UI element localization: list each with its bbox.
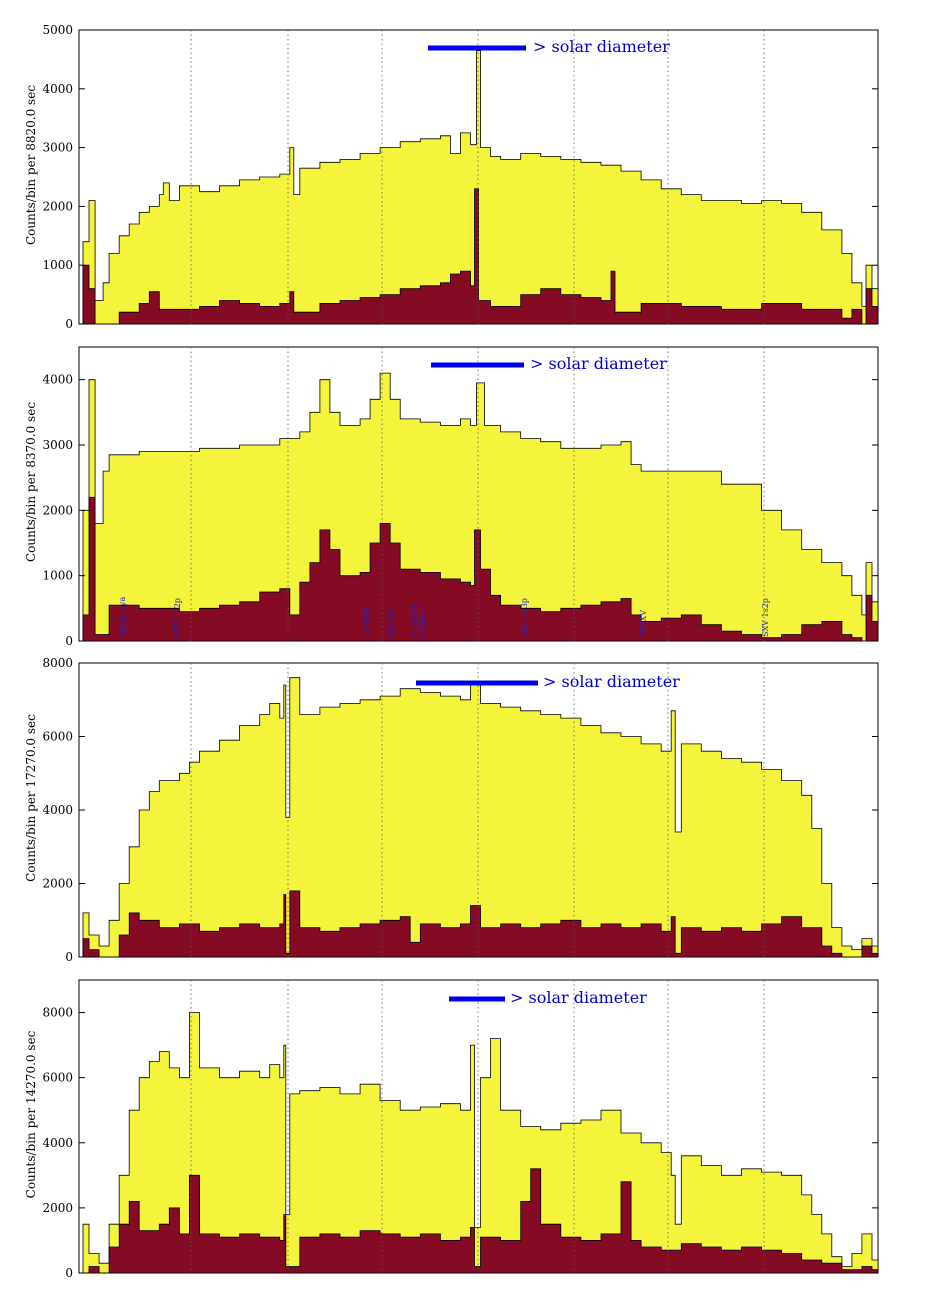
- total-spectrum-area: [79, 1012, 879, 1274]
- y-axis-label: Counts/bin per 14270.0 sec: [24, 1030, 38, 1198]
- spectral-line-label: ArXVII: [386, 610, 395, 638]
- component-spectrum-area: [79, 890, 879, 958]
- spectral-line-label: SXV 1s3p: [520, 598, 529, 637]
- chart-panel-3: 0 2000 4000 6000 8000 Counts/bin per 17270.0 …: [24, 656, 879, 964]
- y-tick-label: 0: [65, 317, 73, 331]
- y-tick-label: 2000: [42, 503, 73, 517]
- y-tick-label: 0: [65, 1266, 73, 1280]
- y-tick-label: 8000: [42, 656, 73, 670]
- spectral-line-label: ArXVIII: [363, 606, 372, 638]
- y-tick-label: 4000: [42, 82, 73, 96]
- y-tick-label: 1000: [42, 569, 73, 583]
- y-axis-label: Counts/bin per 17270.0 sec: [24, 714, 38, 882]
- chart-panel-2: 0 1000 2000 3000 4000 Counts/bin per 8370.0 s…: [24, 346, 879, 648]
- y-tick-label: 3000: [42, 141, 73, 155]
- solar-diameter-label: > solar diameter: [543, 672, 680, 691]
- y-tick-label: 0: [65, 634, 73, 648]
- y-tick-label: 4000: [42, 373, 73, 387]
- total-spectrum-area: [79, 50, 879, 325]
- y-tick-label: 2000: [42, 1201, 73, 1215]
- spectral-line-label: SXV 1s2p: [173, 598, 182, 637]
- y-tick-label: 2000: [42, 199, 73, 213]
- component-spectrum-area: [79, 188, 879, 325]
- y-tick-label: 1000: [42, 258, 73, 272]
- y-tick-label: 8000: [42, 1006, 73, 1020]
- total-spectrum-area: [79, 677, 879, 958]
- component-spectrum-area: [79, 496, 879, 642]
- y-axis-label: Counts/bin per 8820.0 sec: [24, 85, 38, 245]
- y-tick-label: 3000: [42, 438, 73, 452]
- solar-diameter-label: > solar diameter: [530, 354, 667, 373]
- spectral-line-label: SXV 1s2p: [761, 598, 770, 637]
- y-tick-label: 0: [65, 950, 73, 964]
- chart-panel-4: 0 2000 4000 6000 8000 Counts/bin per 14270.0 …: [24, 979, 879, 1280]
- spectral-line-label: SiXIII Lya: [118, 597, 127, 637]
- y-tick-label: 4000: [42, 1136, 73, 1150]
- solar-diameter-label: > solar diameter: [533, 37, 670, 56]
- component-spectrum-area: [79, 1168, 879, 1274]
- y-tick-label: 6000: [42, 1071, 73, 1085]
- y-tick-label: 2000: [42, 877, 73, 891]
- solar-diameter-label: > solar diameter: [510, 988, 647, 1007]
- spectral-line-label: CaXVIII: [411, 605, 420, 637]
- y-tick-label: 6000: [42, 730, 73, 744]
- chart-panel-1: 0 1000 2000 3000 4000 5000 Counts/bin per 8820…: [24, 23, 879, 331]
- spectral-line-label: CaXIX: [418, 611, 427, 637]
- y-axis-label: Counts/bin per 8370.0 sec: [24, 402, 38, 562]
- spectral-line-label: FeXXV: [639, 610, 648, 637]
- y-tick-label: 4000: [42, 803, 73, 817]
- total-spectrum-area: [79, 372, 879, 642]
- y-tick-label: 5000: [42, 23, 73, 37]
